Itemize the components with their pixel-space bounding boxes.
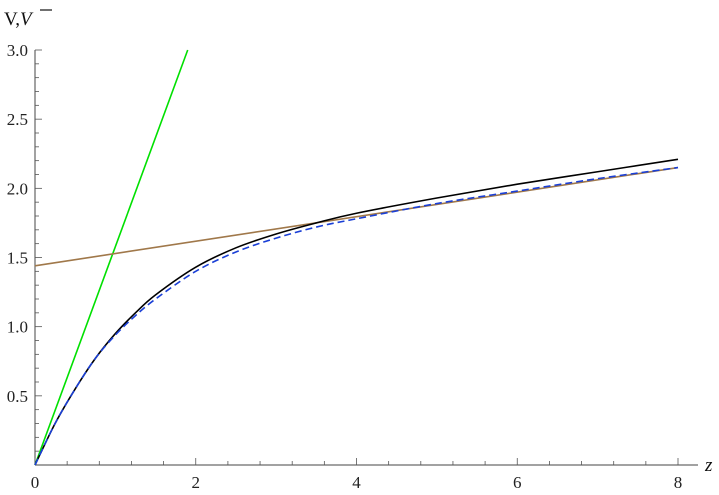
axes	[34, 50, 698, 466]
x-tick-label: 8	[674, 473, 683, 492]
y-axis-title-symbol: V	[20, 9, 34, 30]
x-tick-label: 2	[192, 473, 201, 492]
x-tick-label: 0	[31, 473, 40, 492]
y-tick-label: 0.5	[7, 387, 28, 406]
y-axis-title-prefix: V,	[4, 9, 20, 30]
x-axis-title: z	[704, 455, 713, 476]
y-tick-label: 2.0	[7, 179, 28, 198]
series-line-4	[34, 166, 679, 466]
y-tick-label: 3.0	[7, 41, 28, 60]
series-line-1	[34, 49, 189, 466]
series-line-2	[34, 166, 679, 267]
y-tick-label: 1.5	[7, 249, 28, 268]
series-group	[34, 49, 679, 466]
x-tick-label: 4	[352, 473, 361, 492]
x-tick-label: 6	[513, 473, 522, 492]
y-tick-label: 2.5	[7, 110, 28, 129]
y-tick-label: 1.0	[7, 318, 28, 337]
ticks: 0 2 4 6 8 0.5 1.0 1.5 2.0 2.5 3.0	[7, 41, 683, 492]
y-axis-title: V,V	[4, 9, 34, 30]
